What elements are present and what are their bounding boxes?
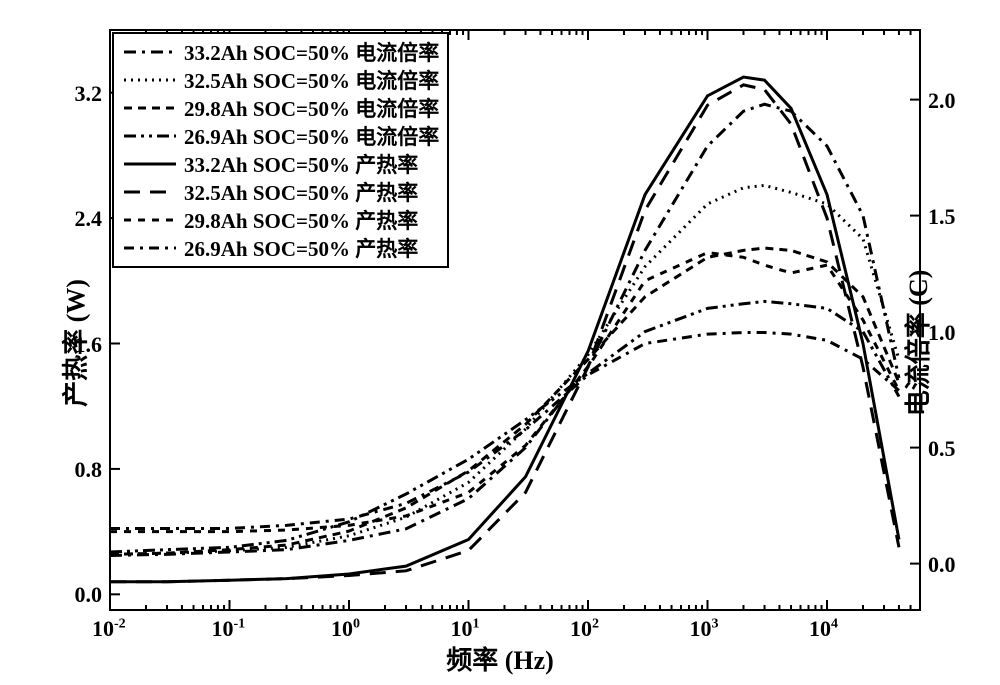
y-right-tick-label: 2.0 — [928, 88, 956, 114]
legend-swatch — [122, 68, 178, 92]
legend-row: 33.2Ah SOC=50% 产热率 — [122, 150, 439, 178]
legend-label: 32.5Ah SOC=50% 电流倍率 — [184, 65, 439, 95]
legend-row: 26.9Ah SOC=50% 电流倍率 — [122, 122, 439, 150]
legend-row: 29.8Ah SOC=50% 电流倍率 — [122, 94, 439, 122]
y-left-tick-label: 1.6 — [75, 332, 103, 358]
legend-label: 33.2Ah SOC=50% 产热率 — [184, 149, 418, 179]
legend: 33.2Ah SOC=50% 电流倍率32.5Ah SOC=50% 电流倍率29… — [112, 32, 449, 268]
legend-label: 26.9Ah SOC=50% 产热率 — [184, 233, 418, 263]
y-left-tick-label: 3.2 — [75, 81, 103, 107]
legend-row: 33.2Ah SOC=50% 电流倍率 — [122, 38, 439, 66]
y-right-tick-label: 1.0 — [928, 320, 956, 346]
legend-row: 32.5Ah SOC=50% 产热率 — [122, 178, 439, 206]
x-tick-label: 10-2 — [92, 616, 126, 642]
y-right-tick-label: 1.5 — [928, 204, 956, 230]
x-tick-label: 102 — [570, 616, 599, 642]
legend-label: 32.5Ah SOC=50% 产热率 — [184, 177, 418, 207]
x-tick-label: 10-1 — [212, 616, 246, 642]
legend-label: 33.2Ah SOC=50% 电流倍率 — [184, 37, 439, 67]
series-line — [110, 253, 899, 532]
legend-label: 29.8Ah SOC=50% 产热率 — [184, 205, 418, 235]
y-left-tick-label: 2.4 — [75, 206, 103, 232]
x-tick-label: 100 — [331, 616, 360, 642]
legend-label: 26.9Ah SOC=50% 电流倍率 — [184, 121, 439, 151]
legend-row: 29.8Ah SOC=50% 产热率 — [122, 206, 439, 234]
legend-swatch — [122, 152, 178, 176]
legend-swatch — [122, 208, 178, 232]
legend-swatch — [122, 236, 178, 260]
y-right-tick-label: 0.5 — [928, 436, 956, 462]
x-tick-label: 101 — [451, 616, 480, 642]
y-left-tick-label: 0.8 — [75, 457, 103, 483]
legend-swatch — [122, 40, 178, 64]
legend-row: 26.9Ah SOC=50% 产热率 — [122, 234, 439, 262]
x-tick-label: 104 — [809, 616, 838, 642]
legend-row: 32.5Ah SOC=50% 电流倍率 — [122, 66, 439, 94]
legend-swatch — [122, 124, 178, 148]
legend-swatch — [122, 180, 178, 204]
legend-label: 29.8Ah SOC=50% 电流倍率 — [184, 93, 439, 123]
x-tick-label: 103 — [690, 616, 719, 642]
y-right-tick-label: 0.0 — [928, 552, 956, 578]
chart-container: 产热率 (W) 电流倍率 (C) 频率 (Hz) 10-210-11001011… — [0, 0, 1000, 685]
x-axis-label: 频率 (Hz) — [446, 640, 554, 677]
series-line — [110, 248, 899, 554]
y-left-tick-label: 0.0 — [75, 582, 103, 608]
legend-swatch — [122, 96, 178, 120]
series-line — [110, 301, 899, 552]
